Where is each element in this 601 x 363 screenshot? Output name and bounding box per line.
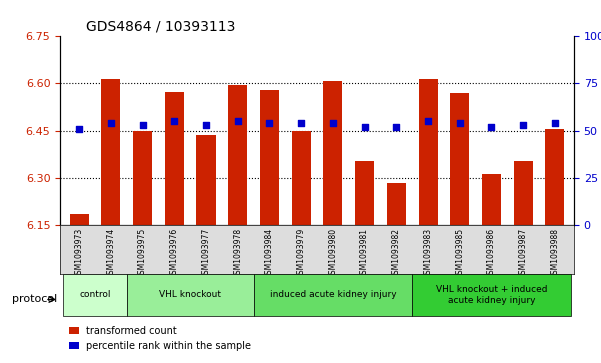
Text: GSM1093987: GSM1093987 [519,228,528,279]
Text: GDS4864 / 10393113: GDS4864 / 10393113 [86,20,235,34]
Text: GSM1093986: GSM1093986 [487,228,496,279]
Bar [291,131,311,225]
FancyBboxPatch shape [412,274,571,316]
Text: GSM1093985: GSM1093985 [456,228,464,279]
Text: protocol: protocol [12,294,57,305]
Text: VHL knockout + induced
acute kidney injury: VHL knockout + induced acute kidney inju… [436,285,548,305]
Point [423,118,433,124]
FancyBboxPatch shape [254,274,412,316]
Point [138,122,147,128]
Bar [514,160,532,225]
Point [264,120,274,126]
Text: GSM1093981: GSM1093981 [360,228,369,278]
Legend: transformed count, percentile rank within the sample: transformed count, percentile rank withi… [65,322,255,355]
Bar [450,93,469,225]
Text: induced acute kidney injury: induced acute kidney injury [270,290,396,299]
Bar [323,81,343,225]
Point [233,118,243,124]
Text: GSM1093984: GSM1093984 [265,228,274,279]
Text: GSM1093988: GSM1093988 [551,228,560,278]
Text: GSM1093973: GSM1093973 [75,228,84,279]
Text: VHL knockout: VHL knockout [159,290,221,299]
Bar [70,214,89,225]
Point [296,120,306,126]
Text: GSM1093980: GSM1093980 [328,228,337,279]
Bar [387,183,406,225]
Bar [228,85,247,225]
FancyBboxPatch shape [63,274,127,316]
Bar [133,131,152,225]
Point [550,120,560,126]
Text: GSM1093983: GSM1093983 [424,228,433,279]
Point [328,120,338,126]
Bar [482,174,501,225]
Point [487,124,496,130]
Point [391,124,401,130]
Text: GSM1093977: GSM1093977 [201,228,210,279]
Point [169,118,179,124]
Bar [165,92,184,225]
Point [455,120,465,126]
Text: GSM1093982: GSM1093982 [392,228,401,278]
Point [201,122,211,128]
Point [519,122,528,128]
Point [360,124,370,130]
Bar [545,129,564,225]
Text: GSM1093976: GSM1093976 [170,228,178,279]
Text: control: control [79,290,111,299]
Text: GSM1093979: GSM1093979 [297,228,306,279]
Bar [260,90,279,225]
Text: GSM1093978: GSM1093978 [233,228,242,279]
Bar [418,79,438,225]
Text: GSM1093975: GSM1093975 [138,228,147,279]
Bar [102,79,120,225]
Bar [355,160,374,225]
FancyBboxPatch shape [127,274,254,316]
Bar [197,135,216,225]
Point [106,120,115,126]
Point [75,126,84,132]
Text: GSM1093974: GSM1093974 [106,228,115,279]
